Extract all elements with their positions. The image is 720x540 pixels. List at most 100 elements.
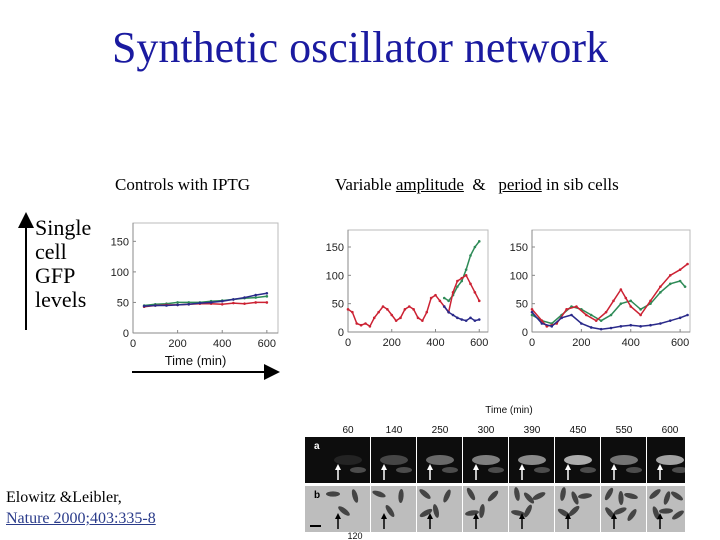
bacterium — [326, 491, 340, 497]
bacterium — [652, 506, 660, 520]
bacterium — [649, 489, 661, 499]
data-point — [346, 308, 350, 311]
data-point — [668, 274, 672, 277]
data-point — [550, 325, 554, 328]
caption-controls: Controls with IPTG — [115, 175, 251, 194]
fluorescent-cell — [672, 467, 685, 473]
data-point — [473, 319, 477, 322]
data-point — [386, 308, 389, 311]
cell-arrow-head — [519, 464, 525, 470]
micrograph-bottom-time: 120 — [347, 531, 362, 540]
cell-arrow-head — [335, 513, 341, 519]
row-label-bg — [305, 486, 325, 532]
data-point — [612, 299, 615, 303]
citation-authors: Elowitz &Leibler, — [6, 489, 122, 506]
data-point — [668, 319, 672, 322]
bacterium — [671, 491, 683, 501]
data-point — [589, 326, 593, 329]
data-point — [364, 322, 367, 325]
caption-sib-cells: in sib cells — [546, 175, 619, 194]
x-tick-label: 200 — [168, 338, 186, 350]
data-point — [187, 302, 191, 306]
fluorescent-cell — [656, 455, 684, 465]
fluorescent-cell — [580, 467, 596, 473]
caption-amplitude: amplitude — [395, 175, 464, 194]
data-point — [165, 304, 168, 307]
x-tick-label: 200 — [383, 337, 401, 349]
fluorescent-cell — [442, 467, 458, 473]
data-point — [381, 305, 385, 308]
series-line — [531, 280, 686, 325]
ylabel-line: cell — [35, 239, 67, 264]
y-tick-label: 0 — [338, 327, 344, 339]
data-point — [442, 305, 446, 308]
data-point — [451, 291, 455, 294]
data-point — [351, 310, 354, 314]
citation: Elowitz &Leibler, Nature 2000;403:335-8 — [6, 487, 156, 529]
data-point — [434, 293, 437, 297]
cell-arrow-head — [473, 464, 479, 470]
series-line — [144, 292, 267, 307]
y-tick-label: 100 — [510, 270, 528, 282]
cell-arrow-head — [657, 464, 663, 470]
data-point — [609, 326, 613, 330]
fluorescent-cell — [334, 455, 362, 465]
data-point — [530, 313, 534, 317]
x-tick-label: 600 — [671, 337, 689, 349]
row-label-bg — [305, 437, 325, 483]
y-tick-label: 150 — [111, 236, 129, 248]
ylabel-line: Single — [35, 215, 92, 240]
data-point — [390, 313, 394, 317]
data-point — [668, 282, 672, 286]
data-point — [254, 296, 257, 299]
data-point — [639, 308, 642, 311]
data-point — [355, 322, 359, 325]
data-point — [209, 301, 213, 304]
fluorescent-cell — [350, 467, 366, 473]
bacterium — [663, 491, 671, 505]
bacterium — [419, 508, 433, 518]
data-point — [447, 299, 450, 303]
data-point — [575, 305, 578, 308]
data-point — [477, 299, 481, 303]
bacterium — [578, 493, 592, 499]
cell-arrow-head — [427, 513, 433, 519]
data-point — [530, 308, 534, 311]
data-point — [154, 304, 157, 307]
bacterium — [433, 504, 439, 518]
bacterium — [338, 506, 350, 516]
data-point — [469, 316, 472, 320]
data-point — [464, 274, 468, 277]
y-axis-label: Single cell GFP levels — [35, 216, 115, 312]
citation-link[interactable]: Nature 2000;403:335-8 — [6, 510, 156, 527]
micrograph-time-label: Time (min) — [485, 405, 532, 416]
row-label-a: a — [314, 441, 320, 452]
fluorescent-cell — [534, 467, 550, 473]
x-tick-label: 0 — [345, 337, 351, 349]
fluorescent-cell — [426, 455, 454, 465]
bacterium — [672, 510, 684, 520]
data-point — [460, 279, 464, 283]
cell-arrow-head — [657, 513, 663, 519]
data-point — [416, 316, 420, 320]
bacterium — [604, 487, 614, 501]
data-point — [599, 327, 603, 331]
x-tick-label: 200 — [572, 337, 590, 349]
bacterium — [514, 487, 520, 501]
micrograph-panel: Time (min) 60 140 250 300 390 450 550 600 a b 120 — [305, 405, 685, 540]
cell-arrow-head — [611, 464, 617, 470]
data-point — [530, 310, 534, 314]
chart-cell-1: 0 200 400 600 0 50 100 150 — [326, 229, 489, 349]
bacterium — [613, 507, 627, 515]
slide-title: Synthetic oscillator network — [111, 23, 609, 72]
data-point — [649, 299, 652, 303]
data-point — [619, 288, 623, 291]
data-point — [619, 325, 623, 328]
data-point — [560, 316, 563, 320]
data-point — [464, 319, 468, 322]
data-point — [456, 285, 459, 288]
caption-variable: Variable amplitude & period in sib cells — [335, 175, 619, 195]
data-point — [359, 323, 363, 327]
x-tick-label: 0 — [130, 338, 136, 350]
bacterium — [372, 490, 386, 498]
